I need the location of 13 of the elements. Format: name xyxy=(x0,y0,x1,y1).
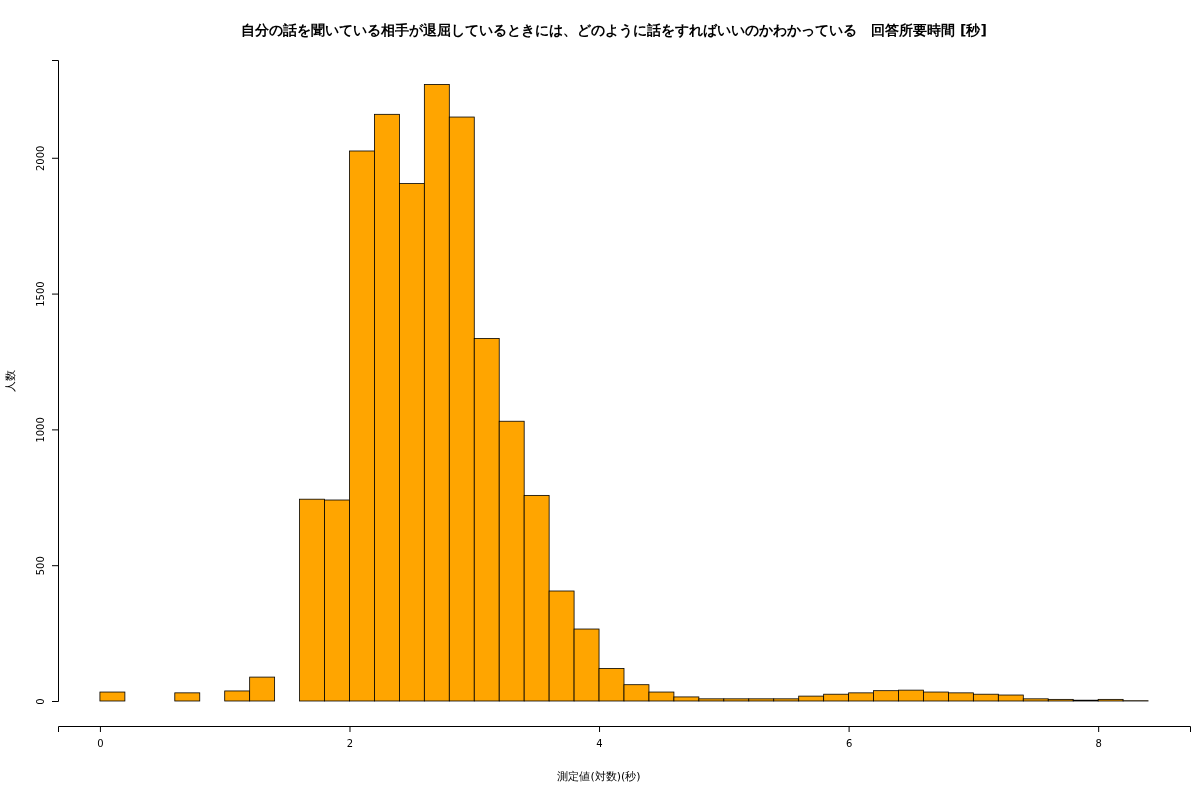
y-tick-label: 500 xyxy=(35,556,46,576)
x-tick-label: 2 xyxy=(346,738,354,749)
y-tick-label: 1500 xyxy=(35,281,46,307)
x-axis-title: 測定値(対数)(秒) xyxy=(557,770,641,783)
x-tick-label: 0 xyxy=(97,738,104,749)
x-tick-label: 4 xyxy=(596,738,603,749)
x-tick-label: 6 xyxy=(845,738,853,749)
y-tick-label: 0 xyxy=(35,698,46,705)
y-axis-title: 人数 xyxy=(4,369,17,392)
chart-title: 自分の話を聞いている相手が退屈しているときには、どのように話をすればいいのかわかっている 回答所要時間 [秒] xyxy=(241,22,987,39)
x-tick-label: 8 xyxy=(1095,738,1102,749)
y-tick-label: 2000 xyxy=(35,145,46,172)
y-tick-label: 1000 xyxy=(35,417,46,443)
